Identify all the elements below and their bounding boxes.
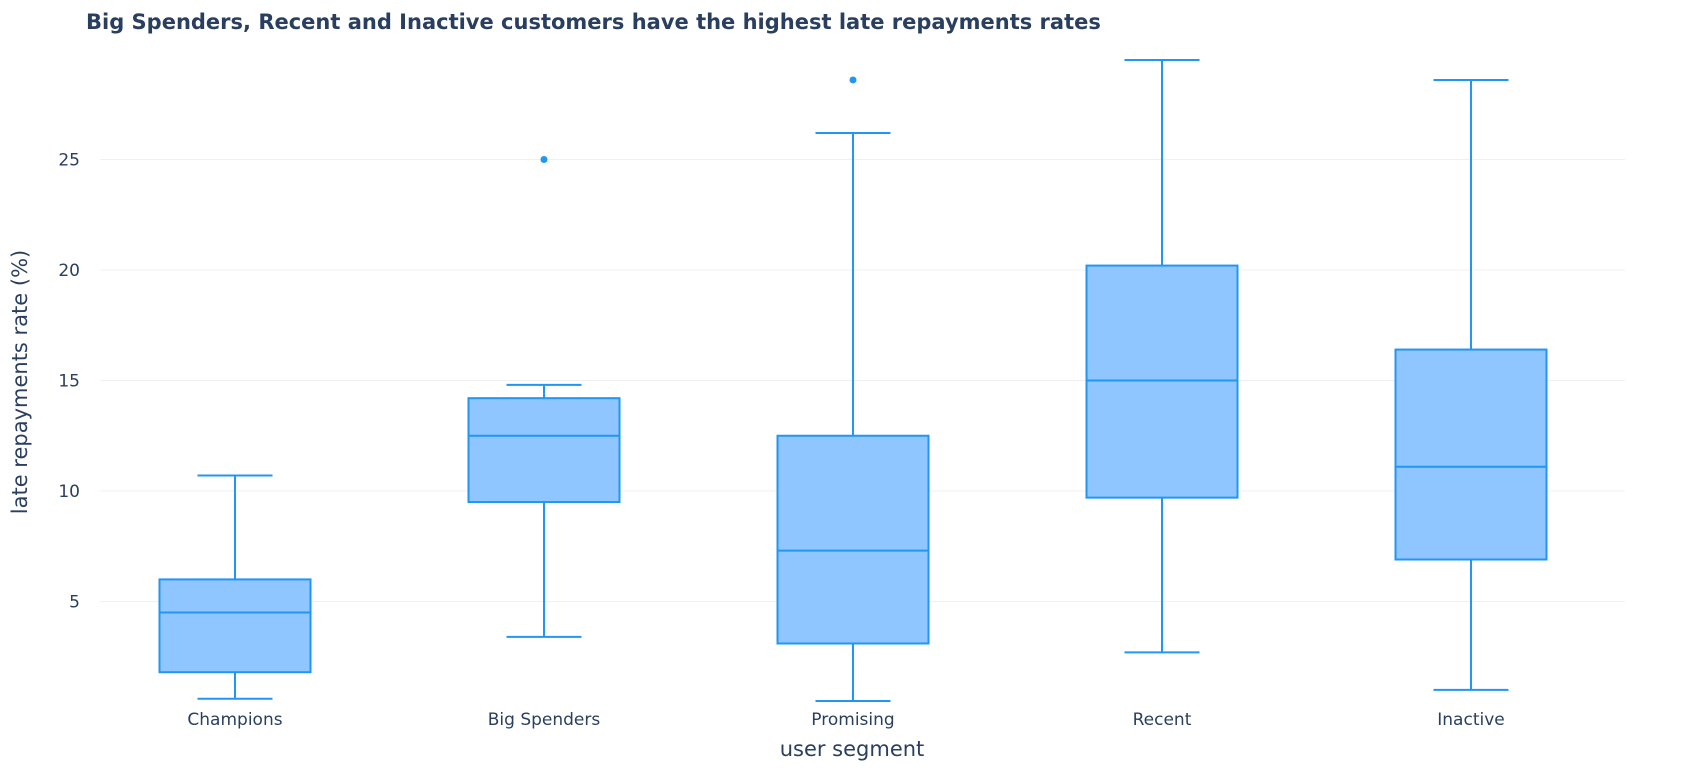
box-recent [1085,59,1239,654]
x-tick-label: Recent [1133,710,1192,730]
iqr-box [776,434,930,645]
box-promising [776,76,930,702]
y-axis-label: late repayments rate (%) [8,250,32,514]
y-tick-label: 15 [58,372,80,392]
x-axis-ticks: Champions Big Spenders Promising Recent Inac… [187,710,1504,730]
y-tick-label: 10 [58,482,80,502]
x-tick-label: Big Spenders [488,710,601,730]
y-tick-label: 5 [69,593,80,613]
box-champions [158,474,312,700]
iqr-box [158,578,312,674]
y-tick-label: 20 [58,261,80,281]
x-tick-label: Promising [811,710,894,730]
gridlines [100,159,1625,602]
outlier-point [540,156,548,163]
x-tick-label: Inactive [1437,710,1504,730]
iqr-box [1394,348,1548,561]
iqr-box [467,397,621,504]
box-series [158,59,1548,702]
box-big-spenders [467,156,621,638]
x-tick-label: Champions [187,710,282,730]
y-tick-label: 25 [58,151,80,171]
box-inactive [1394,78,1548,691]
y-axis-ticks: 5 10 15 20 25 [58,151,80,613]
x-axis-label: user segment [780,737,925,761]
iqr-box [1085,264,1239,499]
chart-title: Big Spenders, Recent and Inactive custom… [86,10,1101,34]
outlier-point [849,76,857,84]
